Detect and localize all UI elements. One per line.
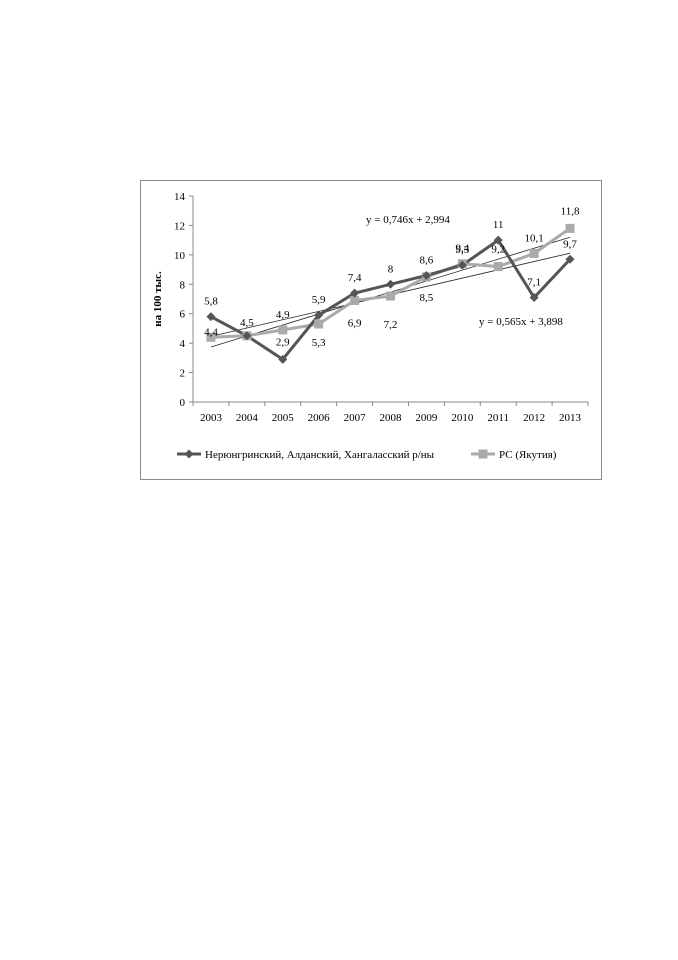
data-label: 9,4	[455, 243, 469, 255]
data-point-square	[493, 262, 503, 272]
data-label: 4,4	[204, 326, 218, 338]
trendline-equation: y = 0,565x + 3,898	[479, 316, 563, 328]
data-point-diamond	[421, 270, 431, 280]
data-point-diamond	[529, 293, 539, 303]
data-label: 7,1	[527, 277, 541, 289]
x-tick-label: 2008	[380, 412, 403, 424]
chart-legend: Нерюнгринский, Алданский, Хангаласский р…	[177, 449, 557, 461]
chart-series	[206, 223, 575, 364]
x-tick-label: 2010	[451, 412, 474, 424]
y-tick-label: 6	[180, 309, 186, 321]
x-tick-label: 2005	[272, 412, 295, 424]
data-label: 2,9	[276, 336, 290, 348]
data-point-square	[314, 319, 324, 329]
data-label: 4,9	[276, 309, 290, 321]
trendline-equations: y = 0,746x + 2,994 y = 0,565x + 3,898	[366, 214, 563, 328]
data-point-diamond	[278, 354, 288, 364]
data-label: 5,3	[312, 337, 326, 349]
data-point-diamond	[457, 260, 467, 270]
data-label: 11,8	[561, 205, 580, 217]
data-label: 11	[493, 219, 504, 231]
data-labels: 5,8 4,5 2,9 5,9 7,4 8 8,6 9,3 11 7,1 9,7 4,4 4,9 5,3 6…	[204, 205, 580, 349]
x-tick-label: 2009	[415, 412, 438, 424]
data-point-square	[386, 291, 395, 301]
data-point-diamond	[242, 331, 252, 341]
trendline-equation: y = 0,746x + 2,994	[366, 214, 450, 226]
data-label: 9,3	[455, 244, 469, 256]
data-label: 8,5	[420, 292, 434, 304]
y-axis-label: на 100 тыс.	[152, 271, 164, 327]
y-tick-label: 8	[180, 279, 186, 291]
line-chart: 0 2 4 6 8 10 12 14 2003 2004 2005 2006 2007 2008 2009 2…	[152, 191, 589, 461]
data-label: 5,9	[312, 294, 326, 306]
legend-marker-square	[478, 449, 488, 459]
x-tick-label: 2012	[523, 412, 545, 424]
data-point-diamond	[565, 254, 575, 264]
data-point-square	[206, 332, 216, 342]
legend-marker-diamond	[184, 449, 194, 459]
data-point-square	[529, 248, 539, 258]
y-tick-label: 4	[180, 338, 186, 350]
chart-frame: 0 2 4 6 8 10 12 14 2003 2004 2005 2006 2007 2008 2009 2…	[140, 180, 602, 480]
data-label: 8,6	[420, 254, 434, 266]
data-point-diamond	[350, 288, 360, 298]
y-tick-label: 10	[174, 250, 186, 262]
x-tick-label: 2003	[200, 412, 223, 424]
data-label: 4,5	[240, 317, 254, 329]
data-label: 7,2	[384, 319, 398, 331]
x-tick-label: 2006	[308, 412, 331, 424]
data-label: 6,9	[348, 317, 362, 329]
data-point-diamond	[493, 235, 503, 245]
data-point-diamond	[386, 279, 395, 289]
legend-label: РС (Якутия)	[499, 449, 557, 461]
y-tick-label: 14	[174, 191, 186, 203]
y-tick-label: 12	[174, 220, 185, 232]
x-tick-label: 2007	[344, 412, 367, 424]
data-label: 9,2	[491, 244, 505, 256]
data-point-square	[565, 223, 575, 233]
x-tick-label: 2004	[236, 412, 259, 424]
data-label: 7,4	[348, 272, 362, 284]
data-label: 8	[388, 263, 394, 275]
y-tick-label: 0	[180, 397, 186, 409]
chart-axes: 0 2 4 6 8 10 12 14 2003 2004 2005 2006 2007 2008 2009 2…	[152, 191, 589, 424]
x-tick-label: 2013	[559, 412, 582, 424]
data-label: 10,1	[525, 232, 544, 244]
data-point-square	[350, 295, 360, 305]
data-label: 9,7	[563, 238, 577, 250]
data-label: 5,8	[204, 296, 218, 308]
data-point-diamond	[314, 310, 324, 320]
x-tick-label: 2011	[487, 412, 509, 424]
legend-label: Нерюнгринский, Алданский, Хангаласский р…	[205, 449, 435, 461]
data-point-diamond	[206, 312, 216, 322]
y-tick-label: 2	[180, 368, 186, 380]
data-point-square	[278, 325, 288, 335]
